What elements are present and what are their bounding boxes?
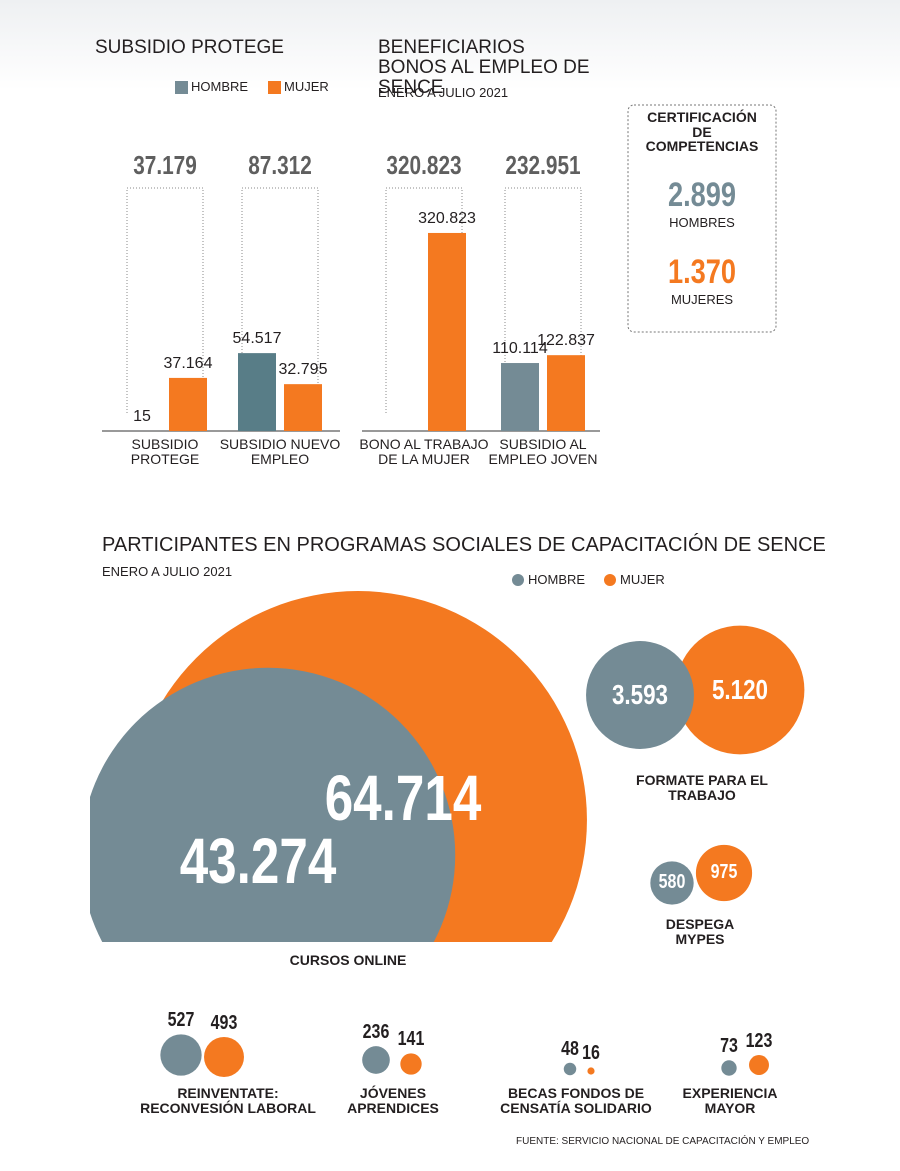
value-label: 527 [167, 1009, 195, 1032]
cert-box [627, 104, 777, 333]
value-label: 64.714 [324, 761, 482, 834]
x-tick-label: SUBSIDIO PROTEGE [130, 436, 200, 467]
value-label: 320.823 [418, 209, 476, 227]
value-label: 5.120 [711, 673, 769, 705]
bubble [160, 1034, 202, 1076]
value-label: 493 [210, 1012, 238, 1035]
value-label: 73 [720, 1035, 738, 1058]
category-label: BECAS FONDOS DE CENSATÍA SOLIDARIO [500, 1085, 652, 1116]
value-label: 110.114 [492, 340, 548, 358]
category-label: CURSOS ONLINE [289, 952, 407, 968]
category-label: REINVENTATE: RECONVESIÓN LABORAL [140, 1085, 316, 1116]
value-label: 43.274 [179, 824, 337, 897]
total-label: 87.312 [248, 150, 312, 180]
legend-label: HOMBRE [191, 79, 249, 94]
bar [169, 377, 207, 431]
total-label: 320.823 [386, 150, 462, 180]
legend-label: MUJER [620, 572, 665, 587]
bubble [586, 641, 694, 749]
value-label: 580 [658, 871, 686, 893]
value-label: 54.517 [232, 330, 282, 348]
bubble [650, 861, 694, 905]
value-label: 123 [745, 1030, 773, 1053]
source: FUENTE: SERVICIO NACIONAL DE CAPACITACIÓ… [516, 1136, 810, 1147]
x-tick-label: BONO AL TRABAJO DE LA MUJER [359, 436, 489, 467]
bar [238, 353, 276, 431]
bubble [90, 667, 456, 942]
category-label: FORMATE PARA EL TRABAJO [636, 772, 768, 803]
chart-title: BENEFICIARIOS BONOS AL EMPLEO DE SENCE [378, 37, 590, 98]
legend-swatch [604, 574, 616, 586]
value-label: 3.593 [611, 678, 669, 710]
bubble [675, 625, 805, 755]
bubble [749, 1055, 769, 1075]
value-label: 32.795 [278, 361, 328, 379]
cert-value: 2.899 [667, 176, 737, 214]
value-label: 141 [397, 1028, 425, 1051]
value-label: 16 [582, 1042, 600, 1065]
bubble [563, 1062, 577, 1076]
legend-label: HOMBRE [528, 572, 586, 587]
bar [547, 355, 585, 431]
category-label: EXPERIENCIA MAYOR [682, 1085, 778, 1116]
bubble [721, 1060, 737, 1076]
legend-swatch [175, 81, 188, 94]
value-label: 37.164 [163, 354, 213, 372]
legend-label: MUJER [284, 79, 329, 94]
chart-title: PARTICIPANTES EN PROGRAMAS SOCIALES DE C… [102, 534, 826, 556]
value-label: 236 [362, 1021, 390, 1044]
value-label: 48 [561, 1037, 579, 1060]
x-tick-label: SUBSIDIO AL EMPLEO JOVEN [488, 436, 598, 467]
chart-subtitle: ENERO A JULIO 2021 [102, 564, 233, 579]
value-label: 122.837 [537, 332, 595, 350]
bubble [587, 1067, 595, 1075]
cert-label: HOMBRES [669, 215, 735, 230]
cert-value: 1.370 [667, 253, 737, 291]
legend-swatch [512, 574, 524, 586]
chart-title: SUBSIDIO PROTEGE [95, 37, 284, 58]
bubble [400, 1053, 422, 1075]
bar [428, 232, 466, 431]
value-label: 15 [133, 407, 151, 425]
value-label: 975 [710, 861, 738, 883]
cert-label: MUJERES [670, 292, 734, 307]
legend-swatch [268, 81, 281, 94]
cert-title: CERTIFICACIÓN DE COMPETENCIAS [645, 109, 759, 155]
bubble [204, 1037, 244, 1077]
bubble [695, 844, 753, 902]
bubble [362, 1046, 390, 1074]
bar [501, 363, 539, 431]
category-label: JÓVENES APRENDICES [347, 1085, 439, 1116]
x-tick-label: SUBSIDIO NUEVO EMPLEO [219, 436, 341, 467]
bar [284, 384, 322, 431]
chart-subtitle: ENERO A JULIO 2021 [378, 85, 509, 100]
total-label: 37.179 [133, 150, 197, 180]
total-label: 232.951 [505, 150, 581, 180]
category-label: DESPEGA MYPES [665, 916, 735, 947]
